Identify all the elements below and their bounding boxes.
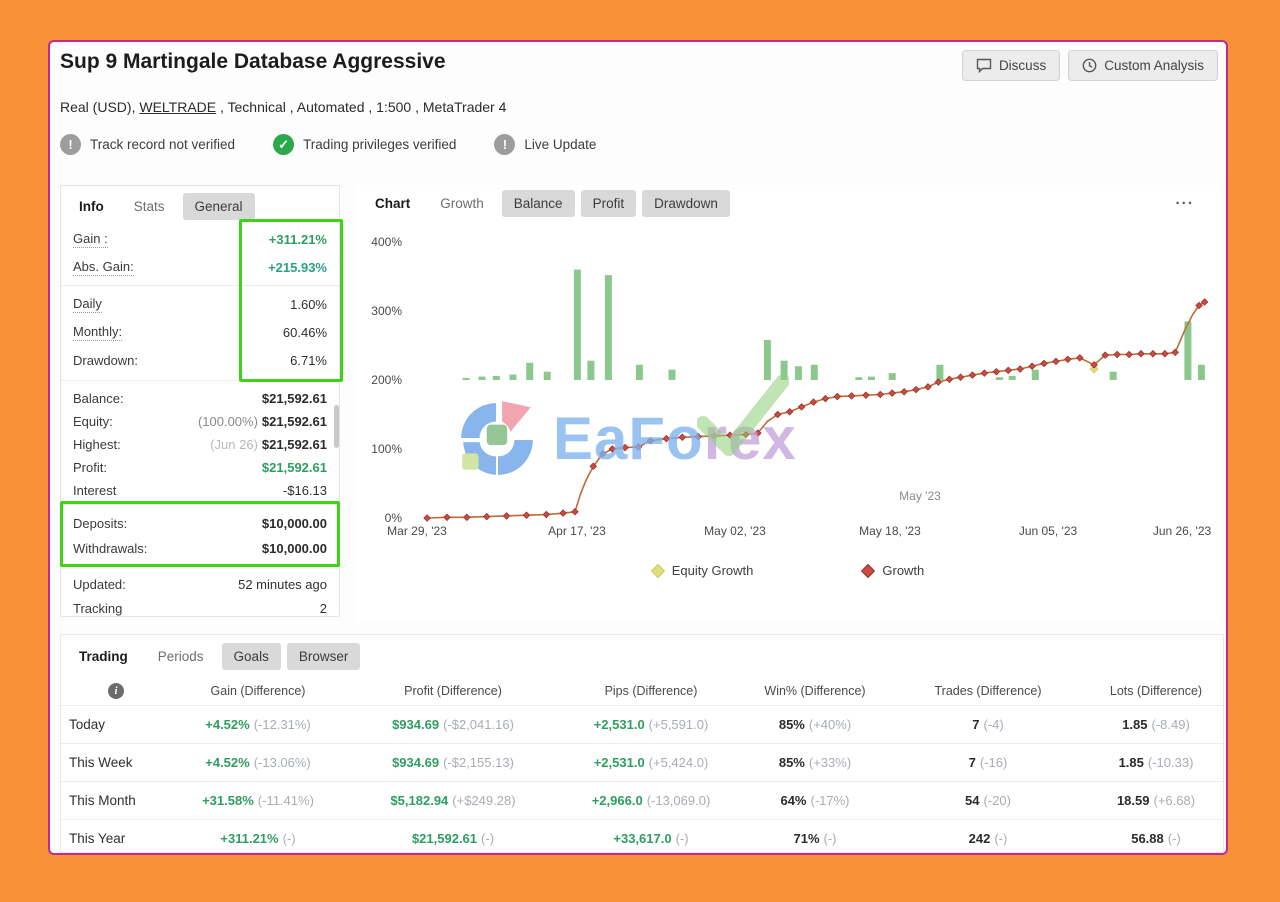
legend-equity-growth[interactable]: Equity Growth <box>650 563 753 578</box>
header-buttons: Discuss Custom Analysis <box>961 50 1218 81</box>
stat-row-deposits: Deposits: $10,000.00 <box>73 515 327 531</box>
growth-chart: 400% 300% 200% 100% 0%Mar 29, '23 Apr 17, '23… <box>371 235 1212 538</box>
badge-label: Live Update <box>524 137 597 152</box>
tab-periods[interactable]: Periods <box>157 648 204 664</box>
tab-goals[interactable]: Goals <box>221 642 281 670</box>
stat-row-balance: Balance: $21,592.61 <box>73 390 327 406</box>
chart-menu-button[interactable]: ... <box>1175 191 1194 208</box>
chart-tabs: Chart Growth Balance Profit Drawdown <box>363 187 1222 219</box>
tab-growth[interactable]: Growth <box>440 195 484 211</box>
exclamation-icon: ! <box>494 134 516 155</box>
table-row-this-week: This Week +4.52% (-13.06%) $934.69 (-$2,15… <box>61 743 1223 781</box>
svg-text:May 18, '23: May 18, '23 <box>859 524 921 538</box>
account-subtitle: Real (USD), WELTRADE , Technical , Autom… <box>60 99 506 115</box>
tab-trading[interactable]: Trading <box>79 648 128 664</box>
stat-row-drawdown: Drawdown: 6.71% <box>73 352 327 368</box>
clock-icon <box>1082 58 1097 73</box>
info-panel: Info Stats General Gain : +311.21% Abs. … <box>60 185 343 617</box>
tab-chart[interactable]: Chart <box>375 195 411 211</box>
stat-row-abs-gain: Abs. Gain: +215.93% <box>73 258 327 276</box>
badge-track-record: ! Track record not verified <box>60 134 235 155</box>
stat-row-tracking: Tracking 2 <box>73 600 327 616</box>
divider <box>61 380 339 381</box>
chat-icon <box>976 58 992 73</box>
svg-text:200%: 200% <box>371 373 402 387</box>
svg-text:0%: 0% <box>385 511 403 525</box>
page-title: Sup 9 Martingale Database Aggressive <box>60 50 446 73</box>
stat-row-interest: Interest -$16.13 <box>73 482 327 498</box>
tab-browser[interactable]: Browser <box>286 642 361 670</box>
equity-growth-marker-icon <box>650 563 665 578</box>
info-icon[interactable]: i <box>108 683 124 699</box>
account-card: Sup 9 Martingale Database Aggressive Dis… <box>48 40 1228 855</box>
badge-live-update: ! Live Update <box>494 134 596 155</box>
stat-row-gain: Gain : +311.21% <box>73 230 327 248</box>
stat-row-updated: Updated: 52 minutes ago <box>73 576 327 592</box>
periods-table: i Gain (Difference) Profit (Difference) … <box>61 677 1223 857</box>
broker-link[interactable]: WELTRADE <box>139 99 217 115</box>
svg-text:Jun 26, '23: Jun 26, '23 <box>1153 524 1212 538</box>
discuss-label: Discuss <box>998 58 1047 73</box>
tab-drawdown[interactable]: Drawdown <box>642 189 730 217</box>
badge-label: Trading privileges verified <box>303 137 457 152</box>
periods-panel: Trading Periods Goals Browser i Gain (Di… <box>60 634 1224 853</box>
svg-text:Jun 05, '23: Jun 05, '23 <box>1019 524 1078 538</box>
stat-row-highest: Highest: (Jun 26) $21,592.61 <box>73 436 327 452</box>
stat-row-daily: Daily 1.60% <box>73 295 327 313</box>
exclamation-icon: ! <box>60 134 81 155</box>
custom-analysis-label: Custom Analysis <box>1104 58 1204 73</box>
tab-profit[interactable]: Profit <box>580 189 637 217</box>
col-profit: Profit (Difference) <box>404 684 502 698</box>
stat-row-profit: Profit: $21,592.61 <box>73 459 327 475</box>
svg-text:Mar 29, '23: Mar 29, '23 <box>387 524 447 538</box>
col-win: Win% (Difference) <box>764 684 866 698</box>
tab-general[interactable]: General <box>182 192 255 220</box>
info-panel-scrollbar[interactable] <box>334 405 339 448</box>
table-row-this-month: This Month +31.58% (-11.41%) $5,182.94 (+$… <box>61 781 1223 819</box>
stat-row-withdrawals: Withdrawals: $10,000.00 <box>73 540 327 556</box>
stat-row-equity: Equity: (100.00%) $21,592.61 <box>73 413 327 429</box>
divider <box>61 285 339 286</box>
check-icon: ✓ <box>273 134 295 155</box>
discuss-button[interactable]: Discuss <box>961 50 1061 81</box>
table-row-today: Today +4.52% (-12.31%) $934.69 (-$2,041.16… <box>61 705 1223 743</box>
stat-row-monthly: Monthly: 60.46% <box>73 323 327 341</box>
col-lots: Lots (Difference) <box>1109 684 1203 698</box>
col-trades: Trades (Difference) <box>934 684 1042 698</box>
custom-analysis-button[interactable]: Custom Analysis <box>1068 50 1218 81</box>
divider <box>61 566 339 567</box>
svg-text:Apr 17, '23: Apr 17, '23 <box>548 524 606 538</box>
svg-text:May '23: May '23 <box>899 489 941 503</box>
chart-legend: Equity Growth Growth <box>355 563 1222 578</box>
svg-text:100%: 100% <box>371 442 402 456</box>
col-gain: Gain (Difference) <box>210 684 306 698</box>
subtitle-prefix: Real (USD), <box>60 99 140 115</box>
divider <box>61 504 339 505</box>
svg-text:May 02, '23: May 02, '23 <box>704 524 766 538</box>
col-pips: Pips (Difference) <box>604 684 698 698</box>
svg-text:400%: 400% <box>371 235 402 249</box>
periods-table-header: i Gain (Difference) Profit (Difference) … <box>61 677 1223 705</box>
tab-stats[interactable]: Stats <box>133 198 165 214</box>
info-panel-tabs: Info Stats General <box>67 190 339 222</box>
chart-panel: Chart Growth Balance Profit Drawdown ...… <box>355 185 1222 622</box>
badge-trading-privileges: ✓ Trading privileges verified <box>273 134 456 155</box>
legend-growth[interactable]: Growth <box>861 563 924 578</box>
tab-balance[interactable]: Balance <box>501 189 575 217</box>
badge-label: Track record not verified <box>90 137 236 152</box>
periods-tabs: Trading Periods Goals Browser <box>67 640 1223 672</box>
growth-marker-icon <box>861 563 876 578</box>
table-row-this-year: This Year +311.21% (-) $21,592.61 (-) +33,… <box>61 819 1223 857</box>
subtitle-suffix: , Technical , Automated , 1:500 , MetaTr… <box>216 99 507 115</box>
verification-badges: ! Track record not verified ✓ Trading pr… <box>60 134 634 155</box>
svg-text:300%: 300% <box>371 304 402 318</box>
tab-info[interactable]: Info <box>79 198 104 214</box>
